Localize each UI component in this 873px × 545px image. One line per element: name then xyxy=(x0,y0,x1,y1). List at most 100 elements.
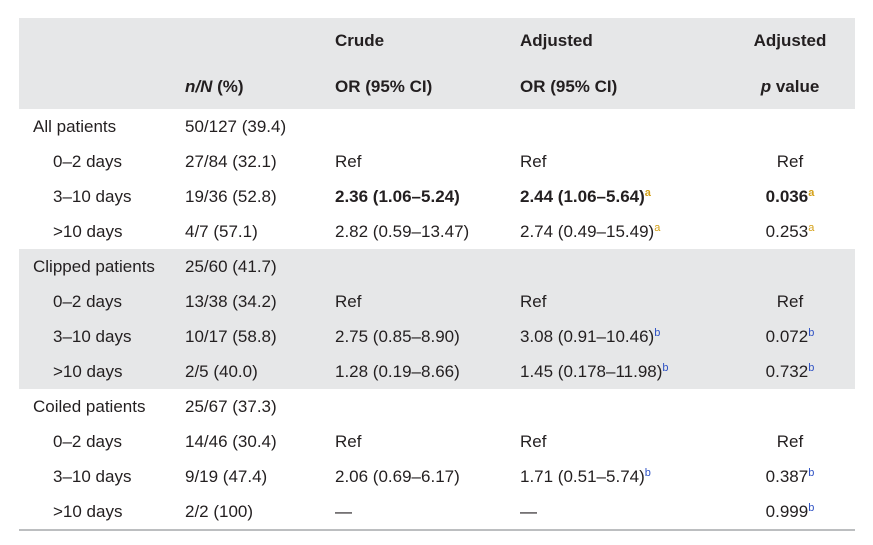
header-count-top xyxy=(185,18,335,64)
p-value: 0.387 xyxy=(765,466,809,486)
header-p-italic: p xyxy=(760,76,772,96)
table-row: 3–10 days 10/17 (58.8) 2.75 (0.85–8.90) 3.0… xyxy=(19,319,855,354)
adjusted-or-value: 2.74 (0.49–15.49) xyxy=(520,221,655,241)
table-body: All patients 50/127 (39.4) 0–2 days 27/84 (… xyxy=(19,109,855,531)
row-p-value: 0.253a xyxy=(725,214,855,249)
footnote-marker: b xyxy=(644,466,651,479)
group-row: Coiled patients 25/67 (37.3) xyxy=(19,389,855,424)
row-count: 27/84 (32.1) xyxy=(185,151,277,171)
header-count-rest: (%) xyxy=(212,76,244,96)
row-count: 4/7 (57.1) xyxy=(185,221,258,241)
row-label: 3–10 days xyxy=(53,466,132,486)
row-adjusted-or: Ref xyxy=(520,424,725,459)
row-p-value: 0.036a xyxy=(725,179,855,214)
row-crude-or: 2.82 (0.59–13.47) xyxy=(335,221,470,241)
group-label: All patients xyxy=(33,116,117,136)
group-empty xyxy=(520,389,725,424)
row-p-value: Ref xyxy=(725,144,855,179)
header-count-italic: n/N xyxy=(185,76,213,96)
odds-ratio-table: Crude Adjusted Adjusted n/N (%) OR (95% … xyxy=(19,18,855,531)
table-row: 0–2 days 13/38 (34.2) Ref Ref Ref xyxy=(19,284,855,319)
table-row: 3–10 days 19/36 (52.8) 2.36 (1.06–5.24) 2.4… xyxy=(19,179,855,214)
header-p-value: p value xyxy=(725,64,855,109)
row-p-value: Ref xyxy=(725,424,855,459)
table-row: 0–2 days 14/46 (30.4) Ref Ref Ref xyxy=(19,424,855,459)
row-count: 14/46 (30.4) xyxy=(185,431,277,451)
header-crude: Crude xyxy=(335,18,520,64)
row-count: 9/19 (47.4) xyxy=(185,466,268,486)
header-count: n/N (%) xyxy=(185,64,335,109)
header-crude-ci: OR (95% CI) xyxy=(335,64,520,109)
row-label: 0–2 days xyxy=(53,431,122,451)
adjusted-or-value: Ref xyxy=(520,151,547,171)
header-row-1: Crude Adjusted Adjusted xyxy=(19,18,855,64)
row-adjusted-or: Ref xyxy=(520,284,725,319)
row-crude-or: Ref xyxy=(335,284,520,319)
results-table-container: Crude Adjusted Adjusted n/N (%) OR (95% … xyxy=(19,18,855,531)
row-adjusted-or: 3.08 (0.91–10.46)b xyxy=(520,319,725,354)
row-label: 0–2 days xyxy=(53,151,122,171)
row-count: 13/38 (34.2) xyxy=(185,284,335,319)
row-label: 0–2 days xyxy=(19,284,185,319)
footnote-marker: b xyxy=(654,326,661,339)
row-adjusted-or: 1.45 (0.178–11.98)b xyxy=(520,354,725,389)
group-row: All patients 50/127 (39.4) xyxy=(19,109,855,144)
footnote-marker: a xyxy=(654,221,661,234)
group-count: 25/67 (37.3) xyxy=(185,396,277,416)
footnote-marker: b xyxy=(808,326,815,339)
row-label: 3–10 days xyxy=(19,319,185,354)
adjusted-or-value: 1.45 (0.178–11.98) xyxy=(520,361,663,381)
header-row-2: n/N (%) OR (95% CI) OR (95% CI) p value xyxy=(19,64,855,109)
footnote-marker: a xyxy=(808,186,815,199)
adjusted-or-value: Ref xyxy=(520,431,547,451)
row-adjusted-or: Ref xyxy=(520,144,725,179)
table-header: Crude Adjusted Adjusted n/N (%) OR (95% … xyxy=(19,18,855,109)
row-p-value: 0.387b xyxy=(725,459,855,494)
group-count: 50/127 (39.4) xyxy=(185,116,287,136)
p-value: 0.253 xyxy=(765,221,809,241)
row-count: 19/36 (52.8) xyxy=(185,186,277,206)
row-count: 2/5 (40.0) xyxy=(185,354,335,389)
row-adjusted-or: 2.44 (1.06–5.64)a xyxy=(520,179,725,214)
group-empty xyxy=(520,249,725,284)
p-value: 0.999 xyxy=(765,501,809,521)
p-value: 0.072 xyxy=(765,326,809,346)
row-label: >10 days xyxy=(19,354,185,389)
footnote-marker: b xyxy=(662,361,669,374)
row-adjusted-or: 1.71 (0.51–5.74)b xyxy=(520,459,725,494)
row-p-value: 0.999b xyxy=(725,494,855,531)
group-empty xyxy=(725,109,855,144)
row-crude-or: Ref xyxy=(335,431,362,451)
group-empty xyxy=(335,389,520,424)
row-p-value: 0.732b xyxy=(725,354,855,389)
p-value: Ref xyxy=(776,431,804,451)
footnote-marker: a xyxy=(808,221,815,234)
adjusted-or-value: Ref xyxy=(520,291,547,311)
adjusted-or-value: 2.44 (1.06–5.64) xyxy=(520,186,645,206)
table-row: >10 days 2/5 (40.0) 1.28 (0.19–8.66) 1.45 (… xyxy=(19,354,855,389)
group-empty xyxy=(725,249,855,284)
adjusted-or-value: 3.08 (0.91–10.46) xyxy=(520,326,655,346)
header-blank xyxy=(19,18,185,64)
group-empty xyxy=(725,389,855,424)
header-p-rest: value xyxy=(771,76,820,96)
header-adjusted-p: Adjusted xyxy=(725,18,855,64)
row-crude-or: 2.75 (0.85–8.90) xyxy=(335,319,520,354)
group-empty xyxy=(335,249,520,284)
row-crude-or: Ref xyxy=(335,151,362,171)
header-adjusted-ci: OR (95% CI) xyxy=(520,64,725,109)
table-row: >10 days 2/2 (100) — —0.999b xyxy=(19,494,855,531)
row-adjusted-or: 2.74 (0.49–15.49)a xyxy=(520,214,725,249)
row-crude-or: — xyxy=(335,494,520,531)
p-value: Ref xyxy=(776,151,804,171)
table-row: >10 days 4/7 (57.1) 2.82 (0.59–13.47) 2.74 … xyxy=(19,214,855,249)
adjusted-or-value: 1.71 (0.51–5.74) xyxy=(520,466,645,486)
row-label: >10 days xyxy=(19,494,185,531)
p-value: 0.036 xyxy=(765,186,809,206)
row-p-value: Ref xyxy=(725,284,855,319)
footnote-marker: b xyxy=(808,501,815,514)
group-label: Clipped patients xyxy=(19,249,185,284)
row-label: 3–10 days xyxy=(53,186,132,206)
group-count: 25/60 (41.7) xyxy=(185,249,335,284)
row-adjusted-or: — xyxy=(520,494,725,531)
